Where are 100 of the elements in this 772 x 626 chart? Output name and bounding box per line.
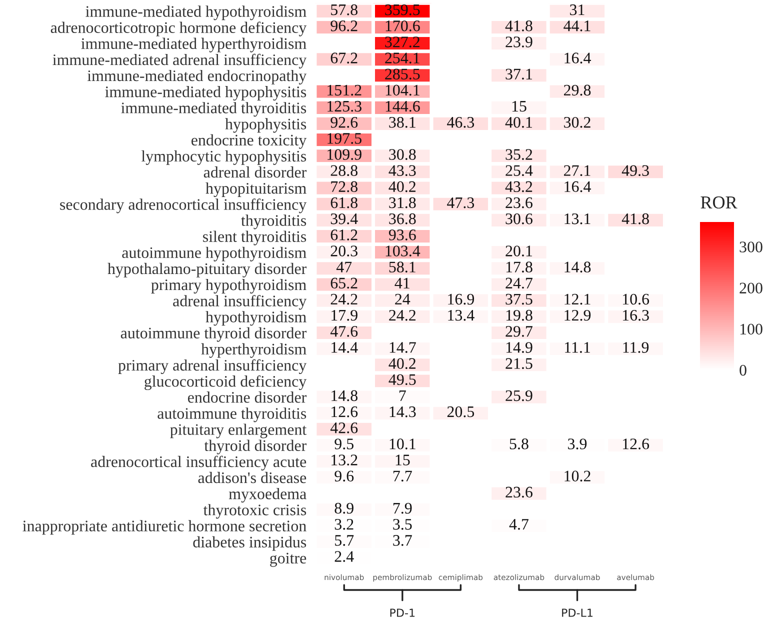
data-label: 72.8 bbox=[331, 181, 358, 192]
data-label: 44.1 bbox=[564, 20, 590, 32]
data-label: 23.6 bbox=[506, 197, 532, 208]
data-label: 7.9 bbox=[393, 502, 412, 514]
data-label: 8.9 bbox=[334, 502, 354, 514]
data-label: 15 bbox=[512, 100, 526, 112]
data-label: 7.7 bbox=[393, 470, 412, 482]
data-label: 3.2 bbox=[334, 518, 354, 530]
data-label: 144.6 bbox=[386, 100, 420, 112]
data-label: 47 bbox=[336, 262, 352, 272]
y-tick-label: adrenocortical insufficiency acute bbox=[91, 456, 306, 470]
data-label: 31.8 bbox=[389, 197, 416, 208]
y-tick-label: immune-mediated thyroiditis bbox=[121, 102, 306, 117]
data-label: 16.4 bbox=[564, 52, 591, 64]
data-label: 109.9 bbox=[328, 149, 362, 160]
data-label: 11.1 bbox=[564, 342, 590, 353]
data-label: 3.5 bbox=[393, 518, 412, 530]
data-label: 24.2 bbox=[330, 294, 358, 305]
data-label: 5.7 bbox=[335, 535, 354, 546]
data-label: 7 bbox=[399, 390, 406, 401]
data-label: 29.8 bbox=[564, 84, 591, 96]
data-label: 25.9 bbox=[506, 390, 532, 402]
y-tick-label: thyroid disorder bbox=[204, 440, 307, 454]
data-label: 92.6 bbox=[330, 116, 358, 128]
data-label: 12.6 bbox=[332, 406, 358, 418]
y-tick-label: addison's disease bbox=[198, 472, 306, 484]
data-label: 4.7 bbox=[509, 519, 528, 530]
y-tick-label: secondary adrenocortical insufficiency bbox=[60, 198, 307, 214]
data-label: 14.3 bbox=[390, 406, 416, 418]
data-label: 40.1 bbox=[505, 116, 532, 128]
data-label: 24.7 bbox=[506, 278, 532, 289]
y-tick-label: goitre bbox=[270, 552, 306, 567]
data-label: 58.1 bbox=[389, 262, 416, 273]
data-label: 9.6 bbox=[334, 470, 354, 482]
data-label: 67.2 bbox=[330, 52, 358, 64]
data-label: 42.6 bbox=[330, 422, 358, 434]
data-label: 254.1 bbox=[385, 52, 420, 64]
data-label: 125.3 bbox=[328, 100, 362, 112]
color-bar-label: 300 bbox=[740, 242, 762, 252]
data-label: 16.3 bbox=[622, 310, 649, 321]
y-tick-label: primary adrenal insufficiency bbox=[118, 359, 307, 374]
y-tick-label: endocrine disorder bbox=[188, 392, 306, 403]
data-label: 40.2 bbox=[388, 358, 416, 369]
data-label: 23.6 bbox=[506, 486, 532, 498]
data-label: 2.4 bbox=[334, 551, 354, 562]
data-label: 11.9 bbox=[623, 342, 649, 353]
y-tick-label: immune-mediated endocrinopathy bbox=[87, 70, 307, 84]
data-label: 285.5 bbox=[385, 68, 420, 80]
data-label: 30.2 bbox=[564, 116, 590, 128]
y-tick-label: myxoedema bbox=[228, 488, 306, 503]
data-label: 37.1 bbox=[506, 68, 532, 80]
data-label: 27.1 bbox=[564, 165, 590, 176]
data-label: 23.9 bbox=[506, 36, 532, 48]
data-label: 17.8 bbox=[506, 262, 532, 273]
data-label: 43.3 bbox=[388, 165, 416, 176]
y-tick-label: adrenal disorder bbox=[204, 166, 306, 178]
data-label: 29.7 bbox=[506, 326, 532, 337]
data-label: 47.3 bbox=[447, 197, 474, 208]
y-tick-label: adrenocorticotropic hormone deficiency bbox=[50, 22, 307, 36]
y-tick-label: immune-mediated adrenal insufficiency bbox=[52, 54, 307, 68]
data-label: 24.2 bbox=[389, 310, 416, 321]
data-label: 28.8 bbox=[330, 165, 358, 176]
data-label: 20.3 bbox=[330, 246, 358, 256]
data-label: 12.1 bbox=[564, 294, 590, 305]
data-label: 13.1 bbox=[564, 213, 590, 224]
data-label: 25.4 bbox=[506, 165, 533, 176]
data-label: 20.5 bbox=[447, 406, 474, 418]
data-label: 49.3 bbox=[622, 165, 649, 176]
data-label: 104.1 bbox=[386, 84, 420, 96]
data-label: 39.4 bbox=[330, 213, 358, 224]
data-label: 16.4 bbox=[564, 181, 591, 192]
data-label: 21.5 bbox=[506, 358, 532, 369]
data-label: 35.2 bbox=[506, 149, 532, 160]
data-label: 30.8 bbox=[389, 149, 416, 160]
y-tick-label: hypothalamo-pituitary disorder bbox=[108, 262, 307, 278]
data-label: 47.6 bbox=[330, 326, 358, 337]
y-tick-label: silent thyroiditis bbox=[203, 230, 306, 246]
y-tick-label: autoimmune hypothyroidism bbox=[122, 246, 306, 262]
y-tick-label: hypopituitarism bbox=[206, 182, 306, 198]
y-tick-label: immune-mediated hypophysitis bbox=[105, 86, 306, 101]
y-tick-label: glucocorticoid deficiency bbox=[144, 375, 307, 390]
data-label: 37.5 bbox=[506, 294, 532, 305]
y-tick-label: immune-mediated hypothyroidism bbox=[86, 6, 306, 20]
data-label: 96.2 bbox=[330, 20, 358, 32]
data-label: 93.6 bbox=[388, 230, 416, 240]
data-label: 57.8 bbox=[331, 4, 358, 16]
data-label: 12.9 bbox=[564, 310, 591, 321]
data-label: 41.8 bbox=[505, 20, 532, 32]
data-label: 61.8 bbox=[330, 197, 358, 208]
data-label: 13.2 bbox=[332, 454, 358, 466]
data-label: 9.5 bbox=[334, 438, 354, 450]
data-label: 38.1 bbox=[389, 116, 416, 128]
data-label: 170.6 bbox=[386, 20, 420, 32]
data-label: 36.8 bbox=[389, 213, 416, 224]
data-label: 31 bbox=[570, 4, 584, 16]
color-bar-title: ROR bbox=[700, 196, 738, 209]
data-label: 13.4 bbox=[448, 310, 474, 321]
text: PD-1 bbox=[390, 608, 415, 617]
data-label: 14.8 bbox=[332, 390, 358, 402]
data-label: 41.8 bbox=[622, 213, 649, 224]
